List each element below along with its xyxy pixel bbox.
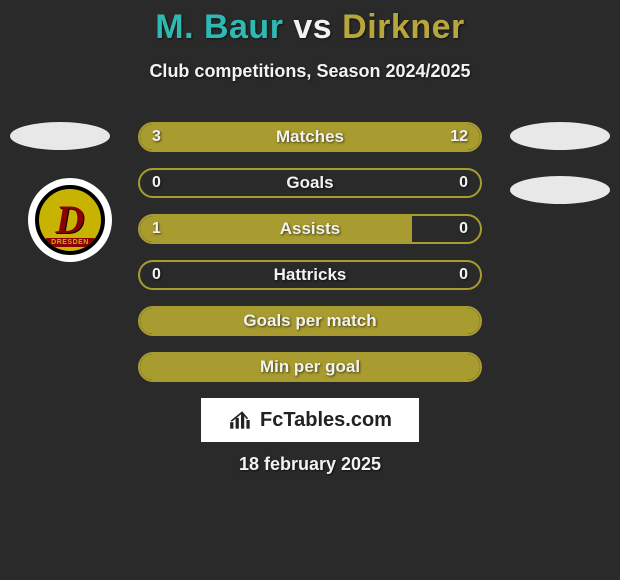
- fctables-label: FcTables.com: [260, 409, 392, 432]
- bar-value-right: 0: [459, 220, 468, 238]
- bar-value-right: 0: [459, 266, 468, 284]
- date-text: 18 february 2025: [0, 454, 620, 475]
- placeholder-ellipse-top-right: [510, 122, 610, 150]
- stat-bar-row: Goals per match: [138, 306, 482, 336]
- bar-value-left: 3: [152, 128, 161, 146]
- placeholder-ellipse-top-left: [10, 122, 110, 150]
- bar-label: Min per goal: [260, 357, 360, 377]
- bar-label: Goals: [286, 173, 333, 193]
- bar-value-left: 0: [152, 266, 161, 284]
- stat-bar-row: Min per goal: [138, 352, 482, 382]
- bar-label: Hattricks: [274, 265, 347, 285]
- bar-label: Goals per match: [243, 311, 376, 331]
- vs-text: vs: [293, 8, 332, 46]
- stat-bar-row: 3 12 Matches: [138, 122, 482, 152]
- subtitle: Club competitions, Season 2024/2025: [0, 61, 620, 82]
- bar-chart-icon: [228, 409, 254, 431]
- player2-name: Dirkner: [342, 8, 465, 46]
- stat-bar-row: 1 0 Assists: [138, 214, 482, 244]
- bar-value-right: 0: [459, 174, 468, 192]
- stat-bar-row: 0 0 Hattricks: [138, 260, 482, 290]
- club-badge-letter: D: [56, 200, 85, 240]
- bar-value-left: 1: [152, 220, 161, 238]
- fctables-badge: FcTables.com: [201, 398, 419, 442]
- club-badge-inner: D: [35, 185, 105, 255]
- player1-name: M. Baur: [155, 8, 283, 46]
- stat-bar-row: 0 0 Goals: [138, 168, 482, 198]
- club-badge: D: [28, 178, 112, 262]
- placeholder-ellipse-bottom-right: [510, 176, 610, 204]
- bar-value-right: 12: [450, 128, 468, 146]
- stat-bars: 3 12 Matches 0 0 Goals 1 0 Assists 0 0 Hattricks Goa…: [138, 122, 482, 398]
- bar-value-left: 0: [152, 174, 161, 192]
- page-title: M. Baur vs Dirkner: [0, 0, 620, 47]
- bar-label: Assists: [280, 219, 340, 239]
- bar-label: Matches: [276, 127, 344, 147]
- bar-fill-left: [140, 216, 412, 242]
- bar-fill-left: [140, 124, 208, 150]
